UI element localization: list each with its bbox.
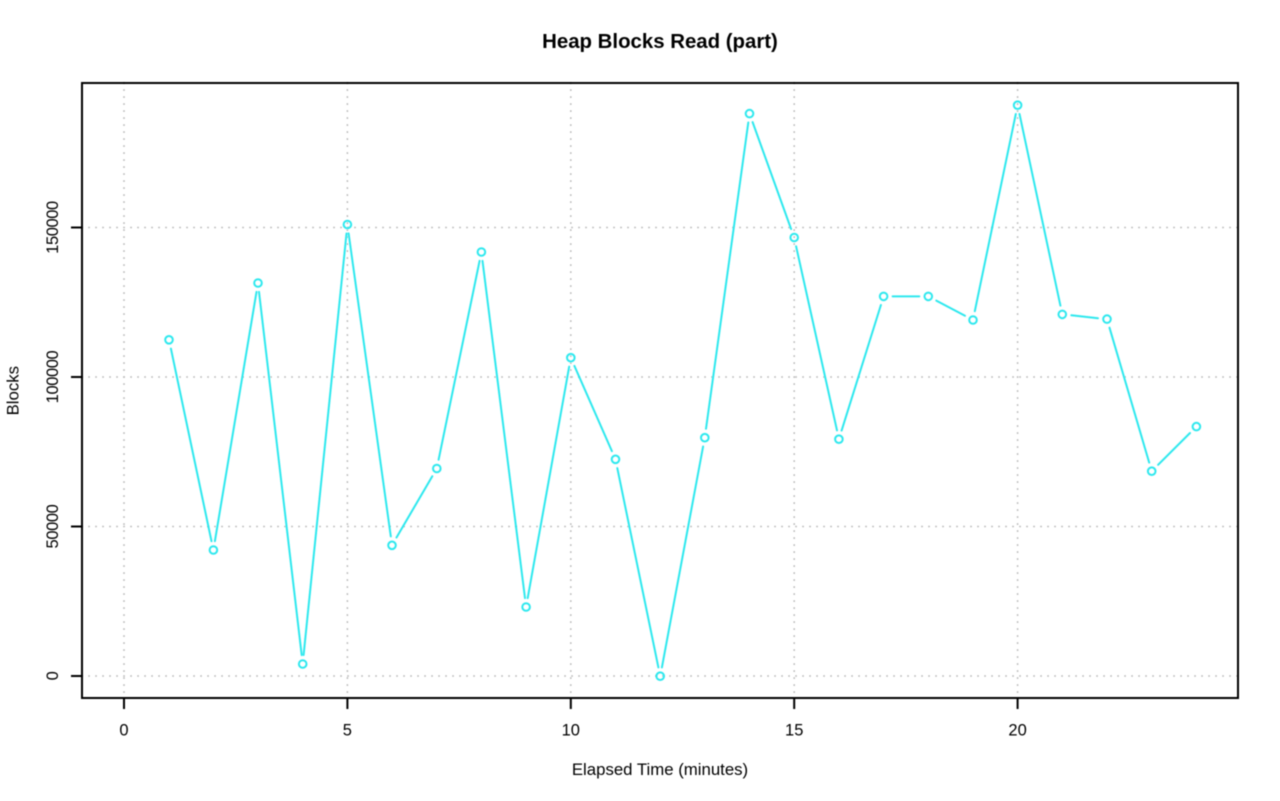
svg-text:20: 20 xyxy=(1008,721,1026,739)
svg-text:100000: 100000 xyxy=(44,350,62,403)
svg-text:Heap Blocks Read (part): Heap Blocks Read (part) xyxy=(542,31,778,53)
svg-text:0: 0 xyxy=(119,721,128,739)
svg-text:5: 5 xyxy=(343,721,352,739)
svg-text:50000: 50000 xyxy=(44,504,62,548)
svg-text:Blocks: Blocks xyxy=(3,366,22,415)
svg-text:0: 0 xyxy=(44,671,62,680)
svg-text:150000: 150000 xyxy=(44,201,62,254)
svg-text:15: 15 xyxy=(785,721,803,739)
svg-text:10: 10 xyxy=(562,721,580,739)
svg-text:Elapsed Time (minutes): Elapsed Time (minutes) xyxy=(572,760,748,779)
